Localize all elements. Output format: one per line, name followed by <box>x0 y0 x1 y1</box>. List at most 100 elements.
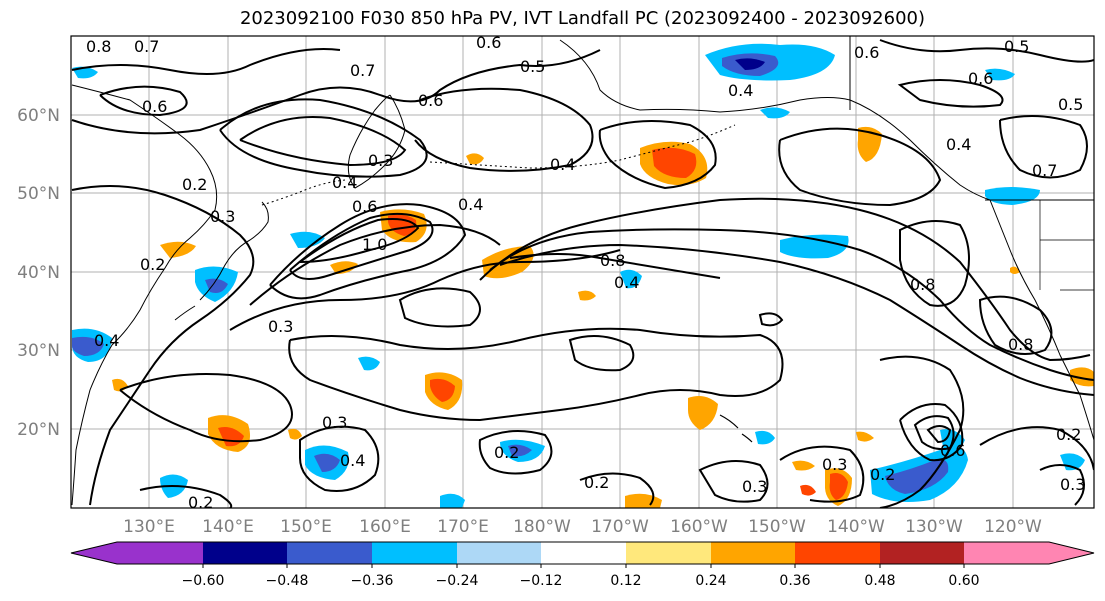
contour-line <box>758 312 784 327</box>
contour-label: 0.8 <box>86 37 111 56</box>
negative-patch <box>780 234 849 259</box>
state-lines <box>1039 200 1094 291</box>
contour-line <box>269 203 467 300</box>
lon-label: 160°W <box>670 517 728 537</box>
contour-label: 0.8 <box>1008 335 1033 354</box>
colorbar-outline <box>70 541 1095 565</box>
contour-label: 0.6 <box>968 69 993 88</box>
positive-patch <box>1010 266 1020 274</box>
colorbar-segment <box>287 542 372 564</box>
positive-patch <box>625 493 662 508</box>
contour-label: 0.6 <box>418 91 443 110</box>
negative-patch <box>358 356 380 371</box>
colorbar-segment <box>626 542 711 564</box>
contour-label: 0.6 <box>476 33 501 52</box>
negative-patch <box>620 269 642 289</box>
contour-line <box>288 327 784 422</box>
positive-patch <box>792 460 815 471</box>
contour-label: 0.4 <box>340 451 365 470</box>
contour-line <box>1039 464 1085 506</box>
contour-line <box>778 127 942 207</box>
contour-line <box>479 197 1091 362</box>
contour-line <box>229 249 621 331</box>
colorbar-tick-label: 0.36 <box>779 573 810 589</box>
colorbar-tick-label: −0.36 <box>351 573 394 589</box>
positive-patch <box>857 126 882 162</box>
colorbar-segment <box>541 542 626 564</box>
lon-label: 150°E <box>280 517 332 537</box>
colorbar: −0.60 −0.48 −0.36 −0.24 −0.12 0.12 0.24 … <box>70 541 1095 589</box>
asia-coastline <box>71 84 218 506</box>
contour-line <box>119 373 293 443</box>
negative-patch <box>735 58 765 70</box>
positive-patch <box>430 378 455 402</box>
contour-line <box>926 425 952 444</box>
contour-line <box>139 485 233 508</box>
positive-patch <box>288 428 302 440</box>
contour-label: 0.2 <box>584 473 609 492</box>
contour-line <box>249 223 501 306</box>
contour-label: 0.6 <box>854 43 879 62</box>
contour-label: 0.3 <box>368 151 393 170</box>
contour-line <box>414 87 594 172</box>
contour-line <box>568 335 635 372</box>
positive-patch <box>688 396 718 430</box>
colorbar-segment <box>711 542 795 564</box>
lon-label: 120°W <box>984 517 1042 537</box>
positive-patch <box>856 431 874 442</box>
contour-label: 0.2 <box>188 493 213 512</box>
contour-label: 0.8 <box>600 251 625 270</box>
positive-patch <box>800 484 816 496</box>
aleutian-islands <box>429 124 736 169</box>
colorbar-segment <box>372 542 457 564</box>
contour-label: 0.3 <box>322 413 347 432</box>
contour-label: 0.4 <box>728 81 753 100</box>
contour-label: 0.4 <box>458 195 483 214</box>
positive-patch <box>330 261 358 274</box>
contour-line <box>698 460 769 503</box>
contour-label: 0.7 <box>350 61 375 80</box>
contour-label: 0.6 <box>940 441 965 460</box>
negative-patch <box>508 444 532 457</box>
contour-line <box>879 355 965 508</box>
contour-label: 0.5 <box>1004 37 1029 56</box>
lon-label: 170°W <box>591 517 649 537</box>
contour-label: 0.6 <box>352 197 377 216</box>
positive-patch <box>652 147 697 178</box>
lat-label: 60°N <box>17 106 60 126</box>
lon-label: 150°W <box>748 517 806 537</box>
contour-line <box>489 228 1094 381</box>
colorbar-segment <box>795 542 880 564</box>
contour-label: 0.8 <box>910 275 935 294</box>
latitude-labels: 60°N 50°N 40°N 30°N 20°N <box>17 106 60 440</box>
contour-line <box>879 39 1094 63</box>
contour-line <box>71 49 601 135</box>
contour-label: 0.3 <box>822 455 847 474</box>
kuril-islands <box>261 179 346 206</box>
longitude-labels: 130°E 140°E 150°E 160°E 170°E 180°W 170°… <box>123 517 1042 537</box>
colorbar-segment <box>964 542 1094 564</box>
contour-label: 0.2 <box>140 255 165 274</box>
negative-patch <box>755 430 775 445</box>
contour-line <box>499 243 1094 396</box>
positive-patch <box>578 290 596 301</box>
negative-patch <box>72 336 104 356</box>
colorbar-tick-label: 0.60 <box>948 573 979 589</box>
negative-patch <box>885 459 949 494</box>
contour-label: 1.0 <box>362 235 387 254</box>
negative-patch <box>985 68 1015 81</box>
contour-labels: 0.8 0.7 0.6 0.6 0.5 0.6 0.7 0.6 0.4 0.5 … <box>86 33 1085 512</box>
contour-line <box>978 295 1053 355</box>
negative-patch <box>440 493 465 508</box>
contour-line <box>219 98 428 178</box>
negative-patch <box>314 453 340 472</box>
alaska-coastline <box>559 39 991 201</box>
pv-contours <box>71 39 1094 508</box>
colorbar-tick-label: 0.12 <box>610 573 641 589</box>
contour-line <box>579 472 655 506</box>
contour-line <box>779 445 865 503</box>
contour-label: 0.7 <box>134 37 159 56</box>
colorbar-segment <box>880 542 964 564</box>
lat-label: 50°N <box>17 184 60 204</box>
